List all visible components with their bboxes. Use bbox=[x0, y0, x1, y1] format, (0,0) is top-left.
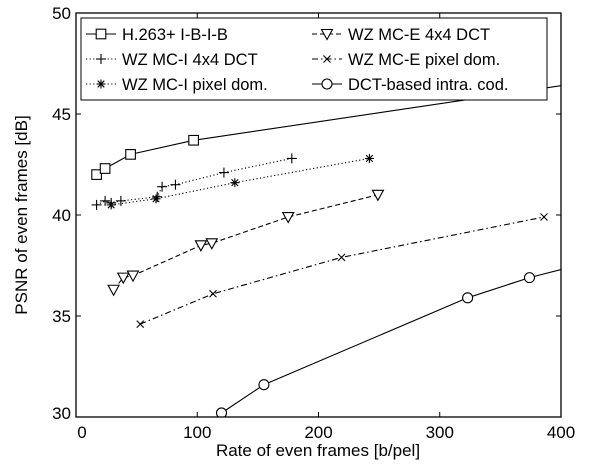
series-1 bbox=[91, 85, 561, 180]
legend-label: WZ MC-I 4x4 DCT bbox=[122, 51, 258, 69]
legend-item: WZ MC-E 4x4 DCT bbox=[312, 26, 490, 44]
y-tick-label: 35 bbox=[52, 307, 71, 326]
y-tick-label: 30 bbox=[52, 404, 71, 423]
data-point bbox=[91, 199, 102, 210]
data-point bbox=[136, 320, 145, 328]
series-line bbox=[111, 157, 370, 206]
data-point bbox=[126, 270, 140, 283]
x-tick-label: 400 bbox=[547, 423, 575, 442]
data-point bbox=[371, 189, 385, 202]
data-point bbox=[281, 211, 295, 224]
legend: H.263+ I-B-I-B WZ MC-E 4x4 DCT WZ MC-I 4x4… bbox=[80, 17, 548, 101]
data-point bbox=[91, 169, 102, 180]
data-point bbox=[523, 272, 536, 284]
data-point bbox=[230, 178, 240, 188]
data-point bbox=[151, 194, 161, 204]
data-point bbox=[194, 240, 208, 252]
data-point bbox=[100, 195, 111, 206]
data-point bbox=[218, 167, 229, 178]
series-6 bbox=[215, 268, 561, 417]
x-tick-label: 200 bbox=[304, 423, 332, 442]
legend-label: WZ MC-I pixel dom. bbox=[122, 76, 268, 94]
series-5 bbox=[136, 213, 548, 328]
data-point bbox=[116, 272, 130, 285]
series-line bbox=[221, 268, 561, 414]
legend-marker bbox=[96, 54, 106, 64]
legend-item: WZ MC-E pixel dom. bbox=[312, 51, 500, 69]
legend-label: DCT-based intra. cod. bbox=[348, 76, 509, 94]
legend-item: WZ MC-I 4x4 DCT bbox=[86, 51, 258, 69]
data-point bbox=[364, 153, 374, 163]
data-point bbox=[188, 134, 199, 146]
data-point bbox=[157, 181, 168, 192]
series-3 bbox=[106, 153, 374, 210]
data-point bbox=[540, 213, 548, 221]
legend-item: DCT-based intra. cod. bbox=[312, 76, 509, 94]
data-point bbox=[462, 292, 474, 304]
legend-item: H.263+ I-B-I-B bbox=[86, 26, 228, 44]
data-point bbox=[205, 238, 219, 250]
series-2 bbox=[91, 153, 297, 210]
data-point bbox=[215, 407, 228, 417]
data-point bbox=[170, 179, 181, 190]
x-tick-label: 0 bbox=[77, 423, 86, 442]
y-tick-label: 40 bbox=[52, 206, 71, 225]
data-point bbox=[286, 153, 297, 164]
x-axis-label: Rate of even frames [b/pel] bbox=[216, 441, 420, 460]
data-point bbox=[115, 195, 126, 206]
axis-ticks: 0 100 200 300 400 30 35 40 45 50 bbox=[52, 4, 575, 442]
legend-label: H.263+ I-B-I-B bbox=[122, 26, 228, 44]
x-tick-label: 100 bbox=[183, 423, 211, 442]
y-tick-label: 50 bbox=[52, 4, 71, 23]
legend-marker bbox=[96, 79, 106, 89]
data-point bbox=[107, 284, 121, 297]
legend-marker bbox=[95, 28, 107, 40]
data-point bbox=[125, 149, 136, 160]
series-line bbox=[113, 194, 379, 291]
series-line bbox=[96, 157, 292, 206]
x-tick-label: 300 bbox=[426, 423, 454, 442]
legend-label: WZ MC-E 4x4 DCT bbox=[348, 26, 490, 44]
y-axis-label: PSNR of even frames [dB] bbox=[12, 115, 31, 314]
y-tick-label: 45 bbox=[52, 105, 71, 124]
legend-label: WZ MC-E pixel dom. bbox=[348, 51, 500, 69]
series-layer bbox=[91, 85, 561, 417]
legend-marker bbox=[321, 78, 333, 90]
series-line bbox=[140, 216, 545, 325]
data-point bbox=[258, 379, 270, 391]
legend-marker bbox=[323, 55, 331, 63]
series-4 bbox=[107, 189, 385, 297]
data-point bbox=[337, 253, 346, 262]
data-point bbox=[106, 200, 116, 210]
data-point bbox=[99, 163, 111, 174]
data-point bbox=[209, 289, 217, 298]
legend-item: WZ MC-I pixel dom. bbox=[86, 76, 268, 94]
legend-marker bbox=[320, 28, 334, 41]
